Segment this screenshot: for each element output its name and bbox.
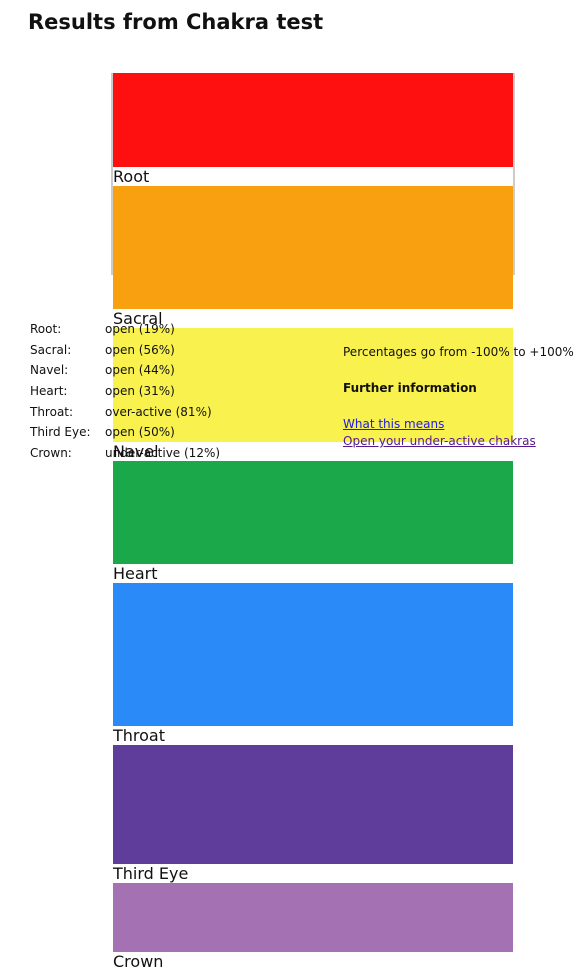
chakra-name: Crown: xyxy=(30,446,72,461)
chakra-status: under-active (12%) xyxy=(105,446,221,461)
section-heading: Further information xyxy=(343,381,477,395)
page-title: Results from Chakra test xyxy=(28,10,324,34)
chakra-status: open (56%) xyxy=(105,342,175,357)
bar xyxy=(113,328,513,442)
link[interactable]: Open your under-active chakras xyxy=(343,434,536,448)
chakra-name: Root: xyxy=(30,322,62,336)
bar xyxy=(113,745,513,864)
chakra-name: Third Eye: xyxy=(30,425,91,440)
link[interactable]: What this means xyxy=(343,417,445,431)
chakra-status: open (31%) xyxy=(105,384,175,399)
bar xyxy=(113,460,513,565)
bar xyxy=(113,186,513,310)
category-label: Crown xyxy=(113,952,164,971)
page: Results from Chakra test Root Sacral Navel… xyxy=(28,10,574,971)
chakra-status: open (50%) xyxy=(105,425,175,440)
chakra-status: open (44%) xyxy=(105,363,175,378)
chakra-name: Throat: xyxy=(30,404,74,419)
bar xyxy=(113,73,513,167)
bar xyxy=(113,583,513,727)
chakra-name: Sacral: xyxy=(30,342,72,357)
category-label: Third Eye xyxy=(113,863,189,883)
bar xyxy=(113,882,513,953)
chakra-status: over-active (81%) xyxy=(105,404,212,419)
category-label: Heart xyxy=(113,564,158,584)
chart: Root Sacral Navel Heart Throat Third Eye Crown xyxy=(111,73,515,971)
note: Percentages go from -100% to +100% xyxy=(343,345,574,359)
category-label: Root xyxy=(113,167,150,186)
category-label: Navel xyxy=(113,441,159,461)
category-label: Sacral xyxy=(113,309,163,329)
chakra-status: open (19%) xyxy=(105,322,175,336)
chakra-name: Navel: xyxy=(30,363,69,378)
category-label: Throat xyxy=(113,726,166,746)
chakra-name: Heart: xyxy=(30,384,68,399)
